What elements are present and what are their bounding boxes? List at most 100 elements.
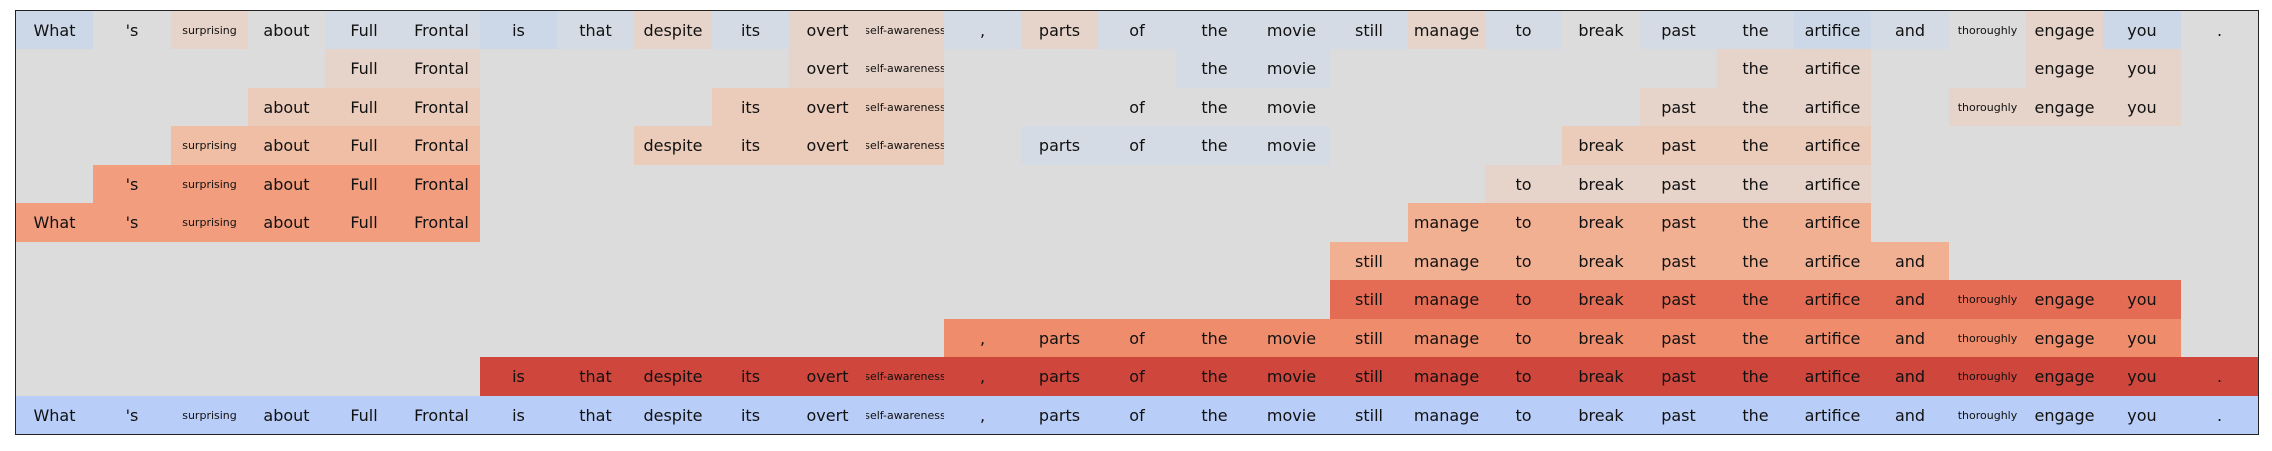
row-base-token-cell: thoroughly bbox=[1949, 396, 2026, 434]
row-0-token-cell: and bbox=[1871, 11, 1949, 49]
row-0-token-cell: . bbox=[2181, 11, 2258, 49]
row-9-token-cell: manage bbox=[1408, 357, 1485, 396]
row-3-token-cell: about bbox=[248, 126, 325, 165]
row-base-token-cell: the bbox=[1717, 396, 1794, 434]
row-5-token-cell: to bbox=[1485, 203, 1562, 242]
row-4-token-cell: about bbox=[248, 165, 325, 203]
row-0-token-cell: overt bbox=[789, 11, 866, 49]
row-4-token-cell: break bbox=[1562, 165, 1640, 203]
row-0-token-cell: 's bbox=[93, 11, 171, 49]
row-base-token-cell: . bbox=[2181, 396, 2258, 434]
row-2-token-cell: the bbox=[1717, 88, 1794, 126]
row-4-token-cell: Full bbox=[325, 165, 403, 203]
row-7-token-cell: still bbox=[1330, 280, 1408, 319]
row-6-token-cell: the bbox=[1717, 242, 1794, 280]
row-0-token-cell: about bbox=[248, 11, 325, 49]
row-8-token-cell: movie bbox=[1253, 319, 1330, 357]
row-9-token-cell: thoroughly bbox=[1949, 357, 2026, 396]
row-6-token-cell: and bbox=[1871, 242, 1949, 280]
row-2-token-cell: overt bbox=[789, 88, 866, 126]
row-3-token-cell: the bbox=[1717, 126, 1794, 165]
row-2-token-cell: Frontal bbox=[403, 88, 480, 126]
row-0-token-cell: is bbox=[480, 11, 557, 49]
row-base-token-cell: self-awareness bbox=[866, 396, 944, 434]
row-8-token-cell: manage bbox=[1408, 319, 1485, 357]
row-base-token-cell: is bbox=[480, 396, 557, 434]
row-2-token-cell: about bbox=[248, 88, 325, 126]
row-1-token-cell: engage bbox=[2026, 49, 2103, 88]
row-0-token-cell: engage bbox=[2026, 11, 2103, 49]
row-3-token-cell: Frontal bbox=[403, 126, 480, 165]
row-2-token-cell: the bbox=[1176, 88, 1253, 126]
row-0-token-cell: that bbox=[557, 11, 634, 49]
row-2-token-cell: movie bbox=[1253, 88, 1330, 126]
row-8-token-cell: you bbox=[2103, 319, 2181, 357]
row-9-token-cell: to bbox=[1485, 357, 1562, 396]
row-base-token-cell: movie bbox=[1253, 396, 1330, 434]
row-base-token-cell: about bbox=[248, 396, 325, 434]
row-9-token-cell: and bbox=[1871, 357, 1949, 396]
row-3-token-cell: break bbox=[1562, 126, 1640, 165]
row-8-token-cell: artifice bbox=[1794, 319, 1871, 357]
row-0-token-cell: despite bbox=[634, 11, 712, 49]
row-4-token-cell: 's bbox=[93, 165, 171, 203]
row-2-token-cell: artifice bbox=[1794, 88, 1871, 126]
row-5-token-cell: artifice bbox=[1794, 203, 1871, 242]
row-9-token-cell: you bbox=[2103, 357, 2181, 396]
row-9-token-cell: despite bbox=[634, 357, 712, 396]
row-0-token-cell: the bbox=[1176, 11, 1253, 49]
row-base-token-cell: its bbox=[712, 396, 789, 434]
row-8-token-cell: the bbox=[1717, 319, 1794, 357]
row-7-token-cell: break bbox=[1562, 280, 1640, 319]
row-base-token-cell: Frontal bbox=[403, 396, 480, 434]
row-8-token-cell: past bbox=[1640, 319, 1717, 357]
row-6-token-cell: artifice bbox=[1794, 242, 1871, 280]
row-3-token-cell: its bbox=[712, 126, 789, 165]
row-2-token-cell: engage bbox=[2026, 88, 2103, 126]
row-3-token-cell: parts bbox=[1021, 126, 1098, 165]
row-9-token-cell: that bbox=[557, 357, 634, 396]
row-5-token-cell: past bbox=[1640, 203, 1717, 242]
row-base-token-cell: , bbox=[944, 396, 1021, 434]
row-0-token-cell: past bbox=[1640, 11, 1717, 49]
row-0-token-cell: its bbox=[712, 11, 789, 49]
row-8-token-cell: engage bbox=[2026, 319, 2103, 357]
row-7-token-cell: to bbox=[1485, 280, 1562, 319]
row-base-token-cell: still bbox=[1330, 396, 1408, 434]
row-base-token-cell: manage bbox=[1408, 396, 1485, 434]
row-3-token-cell: overt bbox=[789, 126, 866, 165]
attention-grid-frame: What's surprising about Full Frontal is that de… bbox=[15, 10, 2259, 435]
row-8-token-cell: and bbox=[1871, 319, 1949, 357]
row-8-token-cell: thoroughly bbox=[1949, 319, 2026, 357]
row-0-token-cell: manage bbox=[1408, 11, 1485, 49]
row-0-token-cell: artifice bbox=[1794, 11, 1871, 49]
row-9-token-cell: the bbox=[1176, 357, 1253, 396]
row-0-token-cell: to bbox=[1485, 11, 1562, 49]
row-4-token-cell: surprising bbox=[171, 165, 248, 203]
row-base-token-cell: the bbox=[1176, 396, 1253, 434]
row-9-token-cell: self-awareness bbox=[866, 357, 944, 396]
row-base-token-cell: you bbox=[2103, 396, 2181, 434]
row-5-token-cell: about bbox=[248, 203, 325, 242]
row-6-token-cell: break bbox=[1562, 242, 1640, 280]
row-base-token-cell: Full bbox=[325, 396, 403, 434]
row-1-token-cell: the bbox=[1717, 49, 1794, 88]
row-1-token-cell: overt bbox=[789, 49, 866, 88]
row-9-token-cell: , bbox=[944, 357, 1021, 396]
row-0-token-cell: break bbox=[1562, 11, 1640, 49]
row-3-token-cell: self-awareness bbox=[866, 126, 944, 165]
row-base-token-cell: 's bbox=[93, 396, 171, 434]
row-9-token-cell: . bbox=[2181, 357, 2258, 396]
row-9-token-cell: of bbox=[1098, 357, 1176, 396]
row-0-token-cell: What bbox=[16, 11, 93, 49]
row-base-token-cell: to bbox=[1485, 396, 1562, 434]
row-0-token-cell: self-awareness bbox=[866, 11, 944, 49]
row-1-token-cell: the bbox=[1176, 49, 1253, 88]
row-9-token-cell: its bbox=[712, 357, 789, 396]
row-base-token-cell: What bbox=[16, 396, 93, 434]
row-9-token-cell: engage bbox=[2026, 357, 2103, 396]
row-8-token-cell: of bbox=[1098, 319, 1176, 357]
row-3-token-cell: Full bbox=[325, 126, 403, 165]
row-6-token-cell: manage bbox=[1408, 242, 1485, 280]
row-7-token-cell: the bbox=[1717, 280, 1794, 319]
